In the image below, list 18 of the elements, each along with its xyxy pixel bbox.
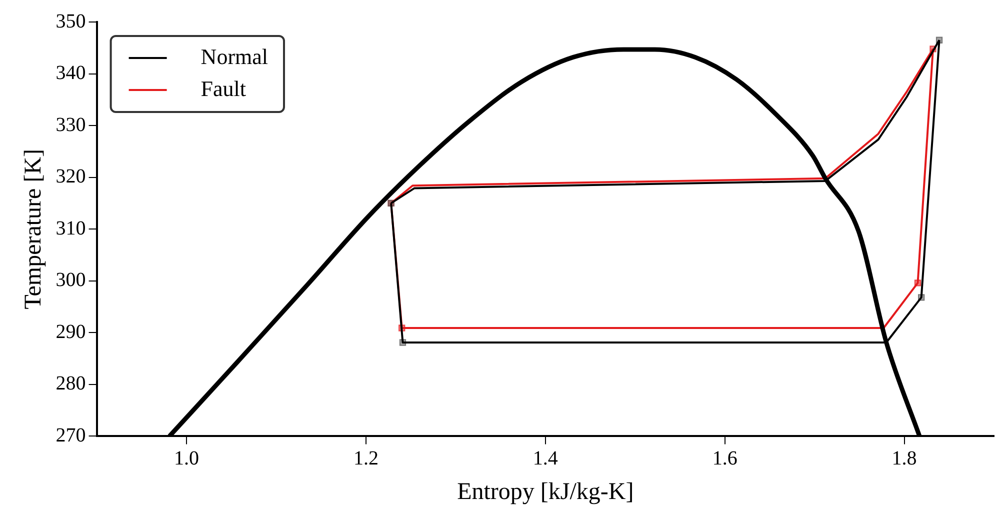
y-tick-label: 270 — [56, 424, 86, 446]
y-tick-label: 340 — [56, 62, 86, 84]
legend-label: Normal — [200, 44, 268, 69]
y-tick-label: 320 — [56, 166, 86, 188]
y-tick-label: 350 — [56, 10, 86, 32]
y-tick-label: 330 — [56, 114, 86, 136]
y-axis-title: Temperature [K] — [20, 148, 47, 310]
x-tick-label: 1.2 — [353, 447, 378, 470]
x-tick-label: 1.0 — [174, 447, 200, 470]
legend-label: Fault — [200, 76, 246, 101]
y-tick-label: 310 — [56, 217, 86, 240]
x-tick-label: 1.8 — [892, 447, 917, 470]
y-tick-label: 280 — [56, 372, 86, 395]
x-axis-title: Entropy [kJ/kg-K] — [457, 478, 634, 505]
x-tick-label: 1.4 — [532, 447, 558, 470]
y-tick-label: 290 — [56, 320, 86, 343]
y-tick-label: 300 — [56, 269, 86, 292]
x-tick-label: 1.6 — [712, 447, 738, 470]
